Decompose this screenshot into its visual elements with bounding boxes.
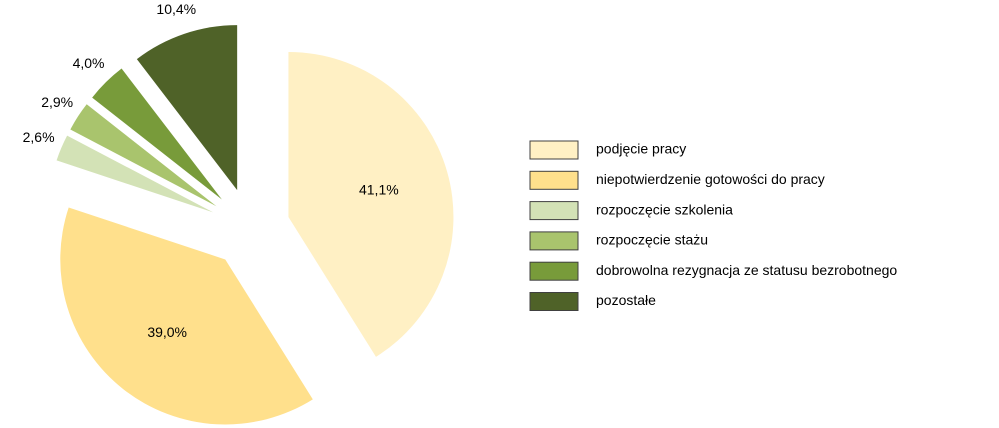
legend-swatch [529, 201, 579, 221]
data-label: 10,4% [156, 1, 196, 17]
pie-slice [92, 68, 222, 200]
legend-swatch [529, 140, 579, 160]
pie-slice [60, 207, 313, 425]
pie-slice [56, 135, 214, 213]
data-label: 2,6% [23, 129, 55, 145]
pie-slice [136, 25, 238, 191]
legend-swatch [529, 261, 579, 281]
legend-label: pozostałe [596, 292, 656, 308]
data-label: 39,0% [147, 324, 187, 340]
legend-label: dobrowolna rezygnacja ze statusu bezrobo… [596, 262, 897, 278]
data-label: 2,9% [41, 94, 73, 110]
legend-swatch [529, 231, 579, 251]
legend-swatch [529, 292, 579, 311]
data-label: 41,1% [359, 182, 399, 198]
legend-label: rozpoczęcie szkolenia [596, 201, 733, 217]
pie-slice [288, 51, 454, 357]
pie-slice [70, 104, 217, 207]
legend-label: rozpoczęcie stażu [596, 232, 708, 248]
legend-label: niepotwierdzenie gotowości do pracy [596, 171, 825, 187]
legend-label: podjęcie pracy [596, 141, 686, 157]
data-label: 4,0% [73, 55, 105, 71]
legend-swatch [529, 170, 579, 190]
